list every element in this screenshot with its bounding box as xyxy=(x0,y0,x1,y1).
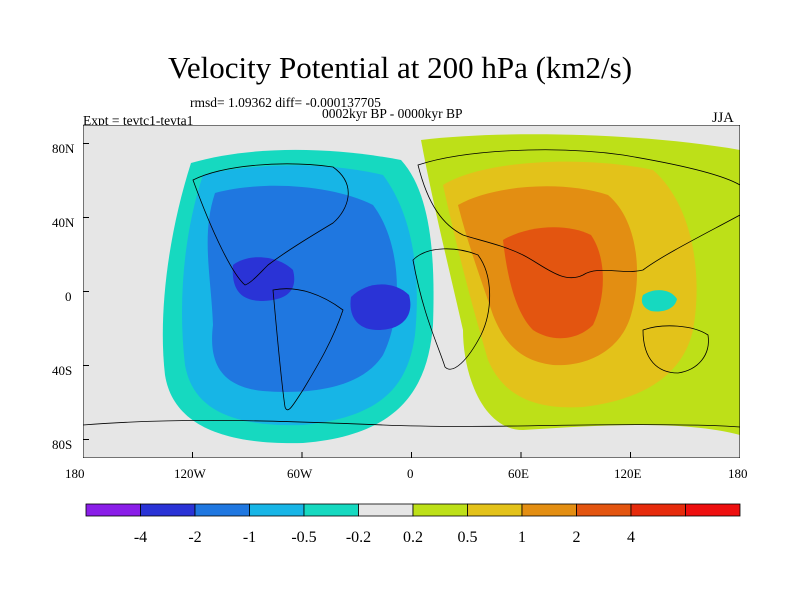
y-tick-label-80n: 80N xyxy=(52,141,75,156)
season-label: JJA xyxy=(712,110,734,126)
x-tick-label-120e: 120E xyxy=(614,466,642,481)
x-tick-label-60w: 60W xyxy=(287,466,313,481)
colorbar-box-1 xyxy=(140,503,196,517)
x-tick-label-0: 0 xyxy=(407,466,414,481)
colorbar-label: 0.5 xyxy=(458,529,478,546)
colorbar-label: -1 xyxy=(243,529,256,546)
contour-neg-2-center-b xyxy=(350,284,411,330)
x-tick-label-180w: 180 xyxy=(65,466,85,481)
y-tick-label-80s: 80S xyxy=(52,437,73,452)
contour-fills xyxy=(83,125,740,458)
velocity-potential-map xyxy=(83,125,740,458)
negative-pocket-indonesia xyxy=(641,290,677,312)
colorbar-box-7 xyxy=(467,503,523,517)
colorbar-label: -4 xyxy=(134,529,147,546)
colorbar-label: 4 xyxy=(627,529,635,546)
coastline-eurasia xyxy=(417,149,740,279)
coastline-australia xyxy=(642,325,709,374)
y-tick-label-40s: 40S xyxy=(52,363,73,378)
colorbar-box-8 xyxy=(521,503,577,517)
coastline-antarctica xyxy=(83,419,740,428)
x-tick-label-60e: 60E xyxy=(508,466,529,481)
colorbar-box-10 xyxy=(630,503,686,517)
coastlines xyxy=(83,149,740,428)
colorbar-label: -0.2 xyxy=(346,529,371,546)
colorbar-box-2 xyxy=(194,503,250,517)
y-tick-label-40n: 40N xyxy=(52,215,75,230)
colorbar-label: 1 xyxy=(518,529,526,546)
y-tick-label-0: 0 xyxy=(65,289,72,304)
x-tick-marks xyxy=(83,452,740,458)
contour-neg-2-center-a xyxy=(232,257,295,301)
colorbar-box-3 xyxy=(249,503,305,517)
x-tick-label-120w: 120W xyxy=(174,466,206,481)
colorbar-box-0 xyxy=(85,503,141,517)
colorbar-box-11 xyxy=(685,503,741,517)
colorbar-label: -2 xyxy=(188,529,201,546)
coastline-north-america xyxy=(192,163,349,286)
colorbar-box-4 xyxy=(303,503,359,517)
colorbar-labels: -4 -2 -1 -0.5 -0.2 0.2 0.5 1 2 4 xyxy=(134,529,635,546)
coastline-africa xyxy=(412,248,491,370)
colorbar-box-6 xyxy=(412,503,468,517)
colorbar-label: 0.2 xyxy=(403,529,423,546)
y-tick-marks xyxy=(83,143,89,440)
coastline-south-america xyxy=(272,288,344,411)
chart-title: Velocity Potential at 200 hPa (km2/s) xyxy=(167,50,633,85)
rmsd-diff-stats: rmsd= 1.09362 diff= -0.000137705 xyxy=(190,95,381,110)
colorbar-box-5 xyxy=(358,503,414,517)
colorbar-label: 2 xyxy=(573,529,581,546)
experiment-label: Expt = tevtc1-tevta1 xyxy=(83,113,194,128)
colorbar-box-9 xyxy=(576,503,632,517)
colorbar-boxes xyxy=(85,503,741,517)
colorbar: -4 -2 -1 -0.5 -0.2 0.2 0.5 1 2 4 xyxy=(85,503,741,546)
contour-pos-2 xyxy=(503,227,603,339)
x-tick-label-180e: 180 xyxy=(728,466,748,481)
colorbar-label: -0.5 xyxy=(291,529,316,546)
period-label: 0002kyr BP - 0000kyr BP xyxy=(322,106,463,121)
contour-neg-1 xyxy=(207,185,397,392)
